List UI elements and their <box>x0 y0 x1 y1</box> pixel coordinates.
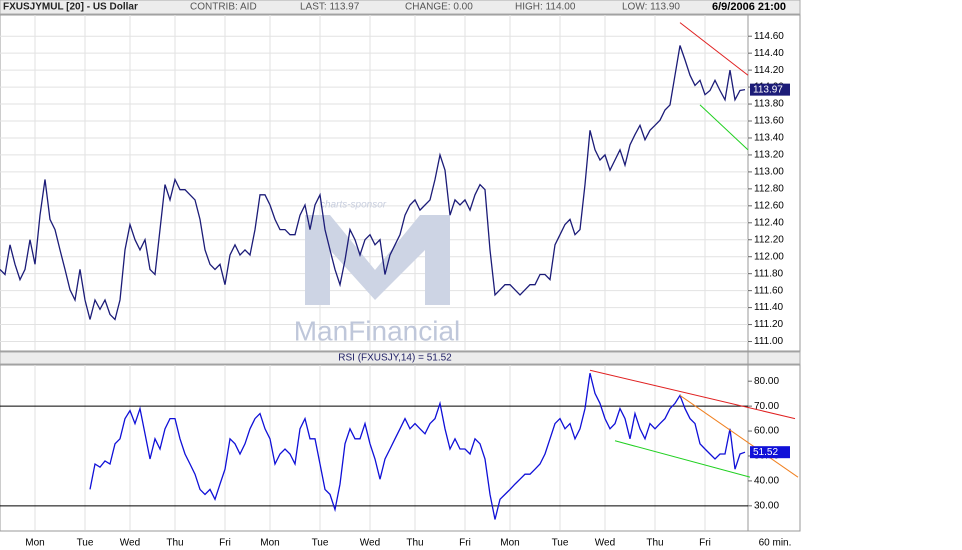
series-line <box>0 45 746 321</box>
watermark <box>305 215 450 305</box>
y-tick-label: 111.20 <box>754 319 784 330</box>
y-tick-label: 113.00 <box>754 167 784 178</box>
rsi-title: RSI (FXUSJY,14) = 51.52 <box>338 353 452 364</box>
header-stat: LOW: 113.90 <box>622 2 680 13</box>
y-tick-label: 111.60 <box>754 285 784 296</box>
x-tick-label: Wed <box>120 538 140 549</box>
x-axis-label: 60 min. <box>759 538 792 549</box>
y-tick-label: 111.00 <box>754 336 784 347</box>
x-tick-label: Mon <box>260 538 279 549</box>
y-tick-label: 113.20 <box>754 150 784 161</box>
x-tick-label: Fri <box>699 538 711 549</box>
x-tick-label: Tue <box>552 538 569 549</box>
y-tick-label: 113.60 <box>754 116 784 127</box>
watermark-text: ManFinancial <box>294 315 461 346</box>
x-tick-label: Wed <box>595 538 615 549</box>
rsi-header <box>0 351 801 365</box>
price-panel <box>0 14 801 352</box>
x-tick-label: Thu <box>166 538 183 549</box>
rsi-panel <box>0 364 801 532</box>
header-bar <box>0 0 801 15</box>
last-value-label: 113.97 <box>753 84 783 95</box>
x-tick-label: Tue <box>312 538 329 549</box>
trend-line <box>699 104 749 151</box>
x-tick-label: Fri <box>219 538 231 549</box>
last-value-box <box>750 446 790 459</box>
x-tick-label: Thu <box>646 538 663 549</box>
trend-line <box>679 22 749 76</box>
watermark-logo <box>305 215 450 305</box>
y-tick-label: 114.40 <box>754 48 784 59</box>
header-stat: CHANGE: 0.00 <box>405 2 473 13</box>
y-tick-label: 112.20 <box>754 234 784 245</box>
trend-line <box>589 369 796 420</box>
y-tick-label: 114.20 <box>754 65 784 76</box>
y-tick-label: 112.60 <box>754 200 784 211</box>
trend-line <box>614 440 751 478</box>
x-tick-label: Wed <box>360 538 380 549</box>
y-tick-label: 111.40 <box>754 302 784 313</box>
header-date: 6/9/2006 21:00 <box>712 1 786 13</box>
last-value-box <box>750 83 790 96</box>
y-tick-label: 111.80 <box>754 268 784 279</box>
header-stat: HIGH: 114.00 <box>515 2 576 13</box>
y-tick-label: 112.80 <box>754 184 784 195</box>
y-tick-label: 60.00 <box>754 426 779 437</box>
x-tick-label: Mon <box>25 538 44 549</box>
x-tick-label: Fri <box>459 538 471 549</box>
header-stat: CONTRIB: AID <box>190 2 257 13</box>
watermark-text: charts-sponsor <box>320 200 387 211</box>
x-tick-label: Mon <box>500 538 519 549</box>
last-value-label: 51.52 <box>753 447 778 458</box>
trend-line <box>679 394 799 478</box>
y-tick-label: 80.00 <box>754 376 779 387</box>
y-tick-label: 113.80 <box>754 99 784 110</box>
y-tick-label: 30.00 <box>754 500 779 511</box>
x-tick-label: Thu <box>406 538 423 549</box>
y-tick-label: 113.40 <box>754 133 784 144</box>
y-tick-label: 112.00 <box>754 251 784 262</box>
y-tick-label: 114.60 <box>754 31 784 42</box>
header-stat: LAST: 113.97 <box>300 2 360 13</box>
y-tick-label: 112.40 <box>754 217 784 228</box>
y-tick-label: 40.00 <box>754 476 779 487</box>
x-tick-label: Tue <box>77 538 94 549</box>
chart-title: FXUSJYMUL [20] - US Dollar <box>3 2 138 13</box>
y-tick-label: 70.00 <box>754 401 779 412</box>
series-line <box>89 373 746 520</box>
